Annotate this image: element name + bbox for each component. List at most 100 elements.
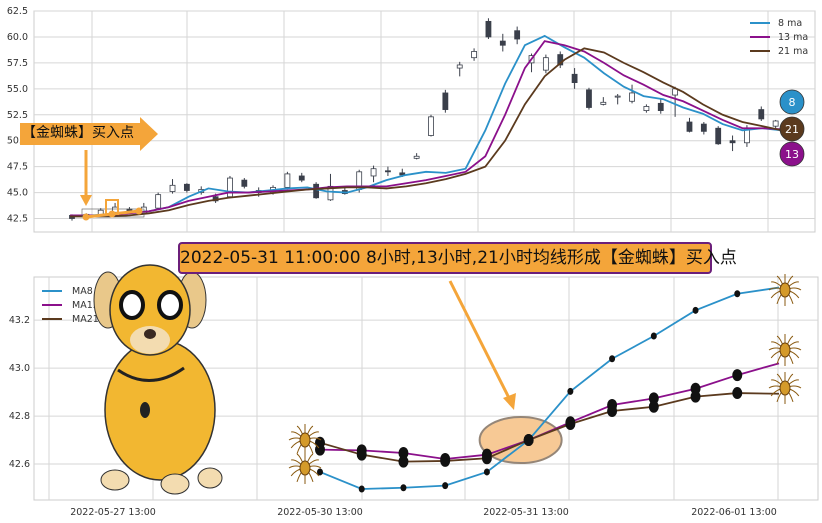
spider-body (299, 460, 311, 476)
candle (700, 123, 707, 132)
ma-badge-label: 8 (789, 96, 796, 109)
candle (729, 140, 736, 144)
buy-zone-dot (108, 210, 116, 218)
data-point (565, 417, 576, 430)
candle (456, 64, 463, 69)
candle (643, 106, 650, 112)
candle (758, 109, 765, 120)
candle (686, 121, 693, 132)
data-point (650, 332, 657, 340)
y-tick-label: 43.2 (9, 315, 30, 326)
y-tick-label: 42.5 (7, 214, 28, 225)
candle (571, 73, 578, 83)
candle (586, 89, 592, 108)
data-point (356, 448, 367, 461)
dog-paw (197, 467, 223, 489)
dog-muzzle (130, 326, 170, 354)
ma-badge-label: 21 (785, 123, 799, 136)
ma-badge (779, 141, 805, 167)
y-tick-label: 57.5 (7, 58, 28, 69)
dog-collar (117, 366, 185, 382)
ma-line-8-ma (69, 34, 783, 218)
candle (284, 173, 291, 188)
ma-badge (779, 89, 805, 115)
buy-zone-dot (82, 213, 90, 221)
ma-line-21-ma (70, 47, 783, 218)
x-tick-label: 2022-05-27 13:00 (70, 507, 156, 518)
candle (542, 57, 549, 71)
dog-head (109, 264, 191, 356)
legend-label: MA8 (72, 286, 93, 297)
golden-spider-icon (288, 424, 322, 456)
candle (241, 179, 248, 187)
spider-dog-illustration (93, 264, 223, 495)
candle (614, 95, 621, 98)
candle (428, 116, 434, 136)
y-tick-label: 55.0 (7, 84, 28, 95)
buy-point-arrow (20, 117, 158, 151)
ma-line-13-ma (70, 40, 783, 217)
legend-label: MA21 (72, 314, 99, 325)
buy-point-label: 【金蜘蛛】买入点 (22, 125, 134, 141)
candle (772, 120, 779, 127)
y-tick-label: 43.0 (9, 363, 30, 374)
candle (155, 194, 162, 209)
buy-point-pointer-head (80, 195, 92, 206)
data-point (398, 455, 409, 468)
ma-badge-label: 13 (785, 148, 799, 161)
annotation-arrow-head (503, 393, 516, 410)
dog-mask-eye (119, 290, 145, 320)
ma-line-MA21 (319, 392, 780, 463)
dog-spider-emblem (140, 402, 150, 418)
data-point (692, 306, 699, 314)
data-point (400, 484, 407, 492)
data-point (398, 447, 409, 460)
candle (227, 177, 233, 198)
spider-body (779, 342, 791, 358)
candle (183, 183, 190, 191)
candle (715, 127, 722, 145)
candle (313, 183, 320, 199)
candle (600, 101, 607, 105)
candle (169, 184, 176, 192)
golden-spider-icon (768, 274, 802, 306)
data-point (523, 434, 534, 447)
candle (298, 175, 305, 181)
y-tick-label: 42.6 (9, 459, 30, 470)
candle (370, 168, 377, 177)
candle (657, 102, 664, 112)
data-point (732, 387, 743, 400)
candle (485, 20, 492, 38)
ma-line-MA8 (319, 286, 780, 490)
data-point (734, 290, 741, 298)
golden-spider-icon (768, 372, 802, 404)
dog-mask-eye (157, 290, 183, 320)
upper-plot-area (33, 10, 816, 233)
legend-label: 8 ma (778, 18, 802, 29)
spider-body (299, 432, 311, 448)
candle (499, 40, 506, 46)
dog-paw (160, 473, 190, 495)
legend-label: 21 ma (778, 46, 808, 57)
data-point (607, 405, 618, 418)
candle (629, 92, 635, 102)
y-tick-label: 62.5 (7, 6, 28, 17)
ma-badge (779, 116, 805, 142)
data-point (609, 355, 616, 363)
data-point (567, 387, 574, 395)
x-tick-label: 2022-06-01 13:00 (691, 507, 777, 518)
dog-body (104, 339, 216, 481)
legend-label: 13 ma (778, 32, 808, 43)
y-tick-label: 60.0 (7, 32, 28, 43)
chart-title: 2022-05-31 11:00:00 8小时,13小时,21小时均线形成【金蜘… (178, 242, 737, 274)
candle (413, 155, 420, 159)
annotation-arrow (448, 280, 512, 401)
data-point (358, 485, 365, 493)
candle (385, 170, 391, 173)
candle (442, 92, 449, 110)
candle (557, 54, 564, 66)
x-tick-label: 2022-05-31 13:00 (483, 507, 569, 518)
y-tick-label: 47.5 (7, 162, 28, 173)
golden-spider-icon (768, 334, 802, 366)
